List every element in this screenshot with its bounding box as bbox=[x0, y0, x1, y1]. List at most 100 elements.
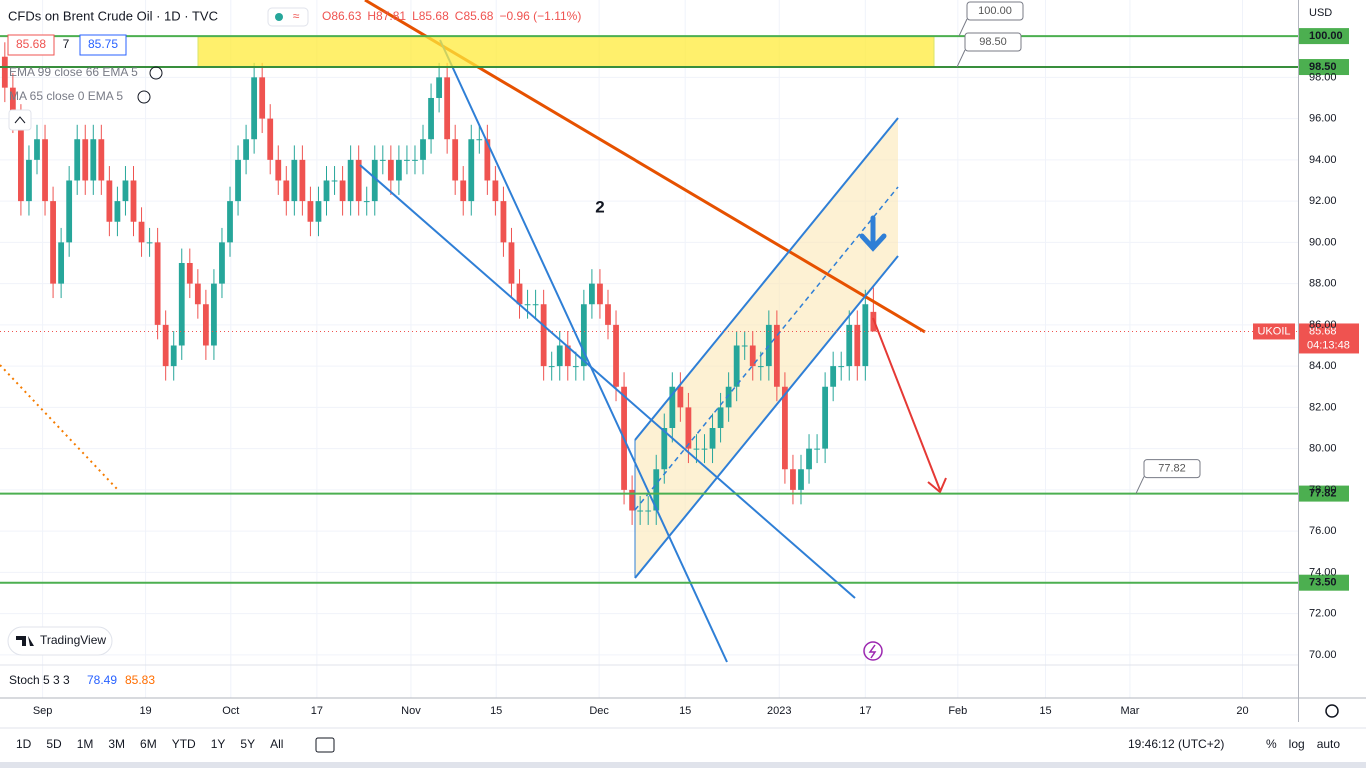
collapse-chevron bbox=[14, 116, 26, 124]
y-tick-label: 96.00 bbox=[1309, 113, 1337, 125]
candle-body bbox=[58, 242, 65, 284]
candle-body bbox=[653, 469, 660, 511]
candle-body bbox=[798, 469, 804, 490]
date-range-icon[interactable] bbox=[315, 737, 335, 753]
candle-body bbox=[685, 407, 692, 449]
ohlc-legend: O86.63 H87.81 L85.68 C85.68 −0.96 (−1.11%) bbox=[322, 9, 581, 23]
candle-body bbox=[516, 283, 523, 305]
countdown: 04:13:48 bbox=[1307, 339, 1350, 351]
candle-body bbox=[267, 118, 274, 160]
candle-body bbox=[548, 366, 555, 368]
x-tick-label: 15 bbox=[1039, 705, 1051, 717]
candle-body bbox=[709, 428, 716, 449]
stoch-k: 78.49 bbox=[87, 673, 117, 687]
candle-body bbox=[146, 242, 153, 244]
settings-icon[interactable] bbox=[1325, 704, 1339, 718]
callout-text: 77.82 bbox=[1158, 462, 1186, 474]
candle-body bbox=[9, 87, 16, 119]
range-button[interactable]: 1Y bbox=[211, 737, 226, 751]
hidden-icon[interactable] bbox=[149, 66, 163, 80]
scale-option[interactable]: log bbox=[1289, 737, 1305, 751]
callout-stem bbox=[1135, 476, 1145, 494]
indicator-label: EMA 99 close 66 EMA 5 bbox=[9, 65, 138, 79]
range-button[interactable]: 1D bbox=[16, 737, 32, 751]
brand-name: TradingView bbox=[40, 633, 106, 647]
collapse-button[interactable] bbox=[8, 109, 32, 131]
candle-body bbox=[211, 283, 217, 346]
candle-body bbox=[436, 77, 442, 98]
y-tick-label: 76.00 bbox=[1309, 525, 1337, 537]
candle-body bbox=[355, 159, 362, 202]
range-button[interactable]: 5D bbox=[46, 737, 62, 751]
up-channel-line bbox=[634, 255, 899, 579]
candle-body bbox=[219, 242, 225, 284]
candle-body bbox=[564, 345, 571, 367]
forecast-arrow bbox=[872, 317, 941, 491]
candle-body bbox=[637, 510, 644, 512]
y-tick-label: 84.00 bbox=[1309, 360, 1337, 372]
candle-body bbox=[846, 324, 853, 367]
candle-body bbox=[154, 242, 161, 325]
channel-midline bbox=[634, 186, 899, 511]
candle-body bbox=[412, 159, 418, 161]
sell-price: 85.68 bbox=[16, 37, 46, 51]
buy-box bbox=[79, 34, 127, 56]
candle-body bbox=[444, 77, 451, 140]
buy-price: 85.75 bbox=[88, 37, 118, 51]
callout-box bbox=[966, 1, 1024, 21]
levels: 100.00 100.00 98.50 98.50 77.82 77.82 73.50 UKO… bbox=[0, 1, 1359, 591]
candle-body bbox=[387, 159, 394, 181]
callout-text: 98.50 bbox=[979, 36, 1007, 48]
candle-body bbox=[243, 139, 249, 160]
x-tick-label: Dec bbox=[589, 705, 609, 717]
candle-body bbox=[492, 180, 499, 202]
candle-body bbox=[395, 159, 402, 181]
x-tick-label: Mar bbox=[1120, 705, 1139, 717]
candle-body bbox=[114, 201, 121, 222]
candle-body bbox=[227, 201, 233, 243]
brand-badge[interactable] bbox=[7, 626, 113, 656]
range-button[interactable]: All bbox=[270, 737, 283, 751]
candle-body bbox=[347, 159, 354, 202]
candle-body bbox=[838, 366, 845, 368]
candle-body bbox=[34, 139, 40, 160]
scale-option[interactable]: auto bbox=[1317, 737, 1341, 751]
candle-body bbox=[363, 201, 370, 203]
candle-body bbox=[1, 56, 8, 88]
candle-body bbox=[50, 201, 56, 284]
candle-body bbox=[18, 118, 24, 202]
candle-body bbox=[74, 139, 81, 181]
candle-body bbox=[130, 180, 137, 222]
hidden-icon[interactable] bbox=[137, 90, 151, 104]
x-tick-label: Nov bbox=[401, 705, 421, 717]
ohlc-value: C85.68 bbox=[455, 9, 494, 23]
candle-body bbox=[717, 407, 724, 429]
level-axis-label: 98.50 bbox=[1309, 61, 1337, 73]
candle-body bbox=[701, 448, 708, 450]
down-channel-line bbox=[439, 39, 728, 663]
candle-body bbox=[98, 139, 105, 181]
candle-body bbox=[202, 304, 209, 346]
scale-option[interactable]: % bbox=[1266, 737, 1277, 751]
range-button[interactable]: 3M bbox=[108, 737, 125, 751]
ticks: 70.00 72.00 74.00 76.00 78.00 80.00 82.00 84.00… bbox=[33, 71, 1337, 717]
y-tick-label: 72.00 bbox=[1309, 608, 1337, 620]
y-tick-label: 92.00 bbox=[1309, 195, 1337, 207]
candle-body bbox=[532, 304, 539, 306]
currency[interactable]: USD bbox=[1309, 7, 1332, 19]
range-button[interactable]: 6M bbox=[140, 737, 157, 751]
candle-body bbox=[291, 159, 298, 202]
candle-body bbox=[186, 262, 193, 284]
candle-body bbox=[556, 345, 563, 367]
range-button[interactable]: 1M bbox=[77, 737, 94, 751]
candle-body bbox=[404, 159, 410, 161]
range-button[interactable]: YTD bbox=[172, 737, 196, 751]
y-tick-label: 80.00 bbox=[1309, 443, 1337, 455]
candle-body bbox=[629, 489, 636, 511]
candle-body bbox=[782, 386, 788, 470]
candle-body bbox=[484, 139, 491, 181]
range-button[interactable]: 5Y bbox=[240, 737, 255, 751]
supply-zone bbox=[197, 35, 935, 68]
x-tick-label: 17 bbox=[859, 705, 871, 717]
